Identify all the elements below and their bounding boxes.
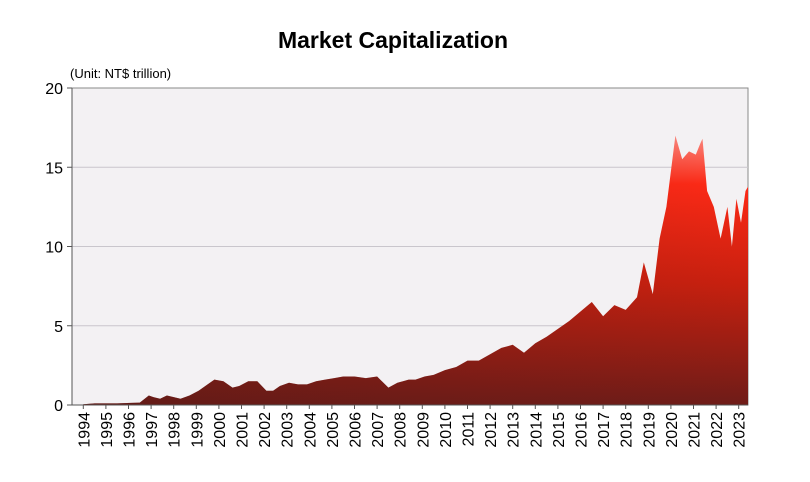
y-tick-label: 10 — [45, 240, 63, 257]
x-tick-label: 2018 — [619, 412, 636, 448]
x-tick-label: 2019 — [641, 412, 658, 448]
x-tick-label: 2013 — [506, 412, 523, 448]
x-tick-label: 2004 — [302, 412, 319, 448]
x-tick-label: 2001 — [235, 412, 252, 448]
x-tick-label: 1994 — [76, 412, 93, 448]
y-tick-label: 5 — [54, 319, 63, 336]
x-tick-label: 2023 — [732, 412, 749, 448]
x-tick-label: 2021 — [687, 412, 704, 448]
y-tick-label: 15 — [45, 160, 63, 177]
x-tick-label: 2020 — [664, 412, 681, 448]
x-tick-label: 2010 — [438, 412, 455, 448]
x-tick-label: 2003 — [280, 412, 297, 448]
x-tick-label: 2000 — [212, 412, 229, 448]
y-axis-ticks: 0 5 10 15 20 — [45, 81, 72, 415]
x-tick-label: 1996 — [122, 412, 139, 448]
x-tick-label: 2017 — [596, 412, 613, 448]
y-tick-label: 0 — [54, 398, 63, 415]
chart-title: Market Capitalization — [278, 27, 508, 53]
x-tick-label: 1995 — [99, 412, 116, 448]
unit-label: (Unit: NT$ trillion) — [70, 66, 171, 81]
x-axis-ticks: 1994 1995 1996 1997 1998 1999 2000 2001 2002 2003… — [76, 405, 749, 448]
x-tick-label: 2014 — [528, 412, 545, 448]
x-tick-label: 2008 — [393, 412, 410, 448]
x-tick-label: 2015 — [551, 412, 568, 448]
x-tick-label: 2009 — [415, 412, 432, 448]
x-tick-label: 2012 — [483, 412, 500, 448]
x-tick-label: 2016 — [574, 412, 591, 448]
y-tick-label: 20 — [45, 81, 63, 98]
x-tick-label: 2022 — [709, 412, 726, 448]
x-tick-label: 1997 — [144, 412, 161, 448]
x-tick-label: 1998 — [167, 412, 184, 448]
area-series — [83, 135, 748, 405]
x-tick-label: 2011 — [461, 412, 478, 447]
x-tick-label: 2006 — [348, 412, 365, 448]
x-tick-label: 2007 — [370, 412, 387, 448]
market-cap-area-shading — [83, 135, 748, 405]
x-tick-label: 1999 — [189, 412, 206, 448]
x-tick-label: 2002 — [257, 412, 274, 448]
x-tick-label: 2005 — [325, 412, 342, 448]
